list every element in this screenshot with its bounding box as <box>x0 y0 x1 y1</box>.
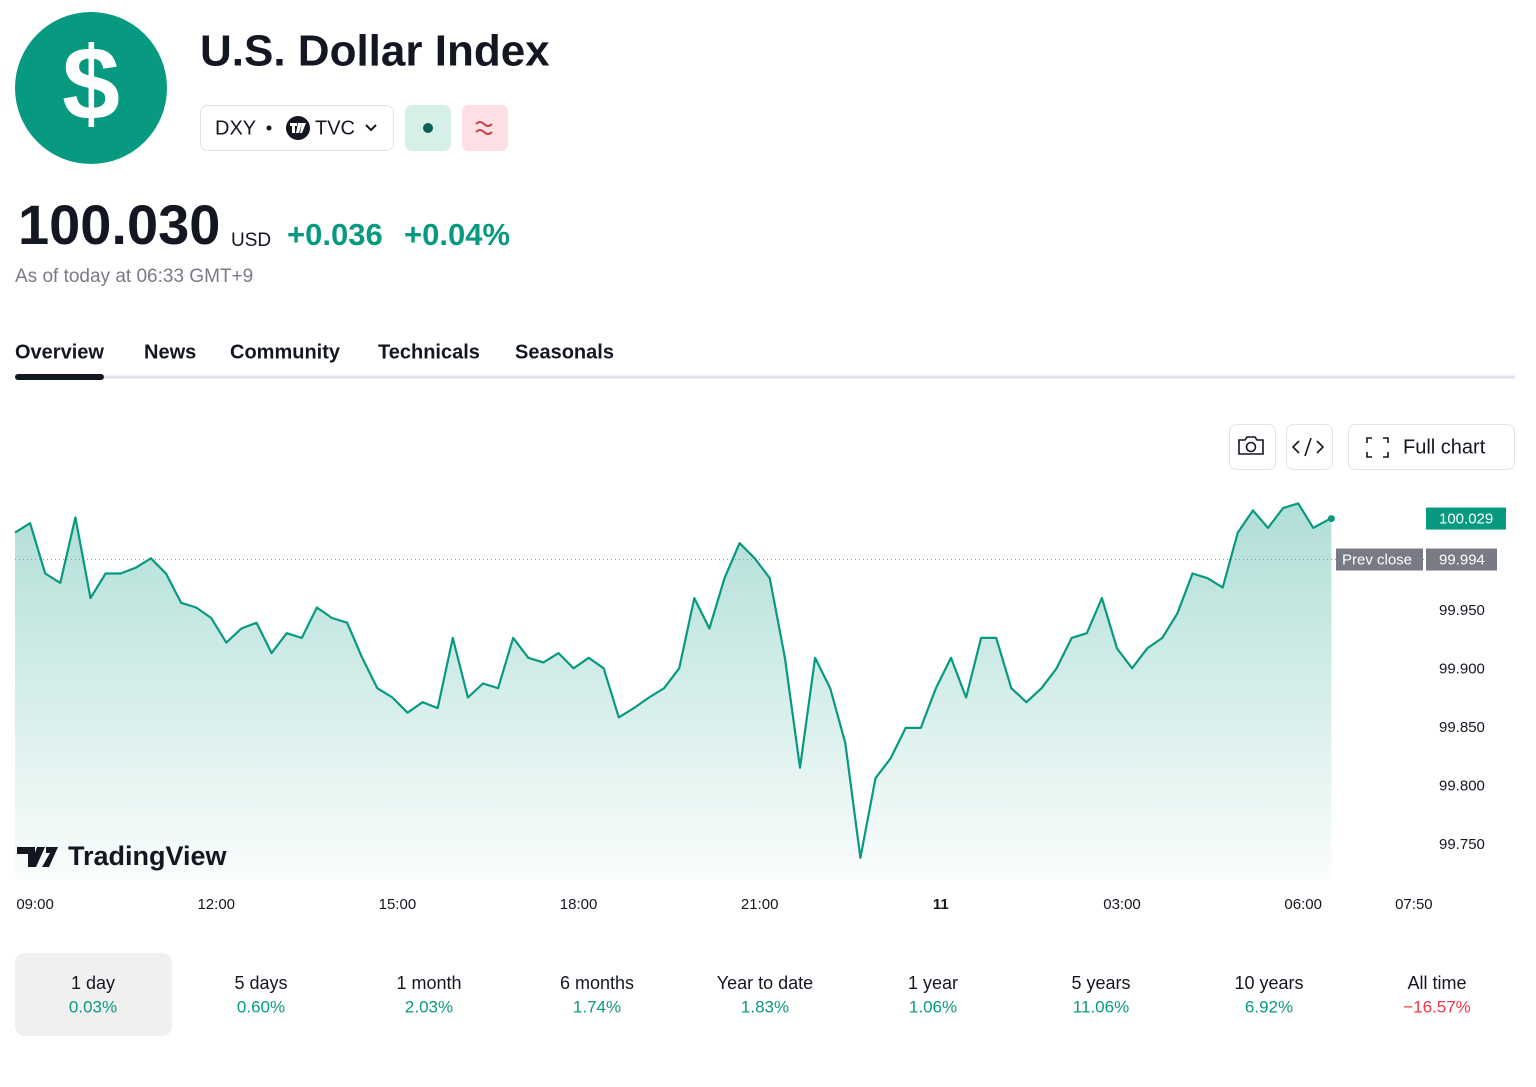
watermark-logo <box>17 847 58 867</box>
chevron <box>365 124 377 132</box>
period-button[interactable] <box>1359 953 1516 1036</box>
currency: USD <box>231 230 271 251</box>
embed-button[interactable] <box>1286 424 1333 470</box>
delayed-icon <box>475 121 493 135</box>
change: +0.036 <box>287 217 383 252</box>
logo-symbol: $ <box>62 26 120 142</box>
period-label: 6 months <box>560 973 634 993</box>
full-chart-button[interactable] <box>1348 424 1515 470</box>
tab[interactable]: Community <box>230 341 341 363</box>
period-change: 2.03% <box>405 997 453 1016</box>
prev-close-value-tag <box>1426 548 1497 571</box>
period-change: 1.74% <box>573 997 621 1016</box>
y-tick-label: 99.850 <box>1439 719 1485 736</box>
x-tick-label: 18:00 <box>560 896 598 913</box>
y-tick-label: 99.800 <box>1439 777 1485 794</box>
period-button[interactable] <box>687 953 844 1036</box>
prev-close-value: 99.994 <box>1439 551 1485 568</box>
selected-period[interactable] <box>15 953 172 1036</box>
y-tick-label: 99.750 <box>1439 836 1485 853</box>
x-tick-label: 09:00 <box>16 896 54 913</box>
full-chart-label: Full chart <box>1403 436 1486 458</box>
period-change: 11.06% <box>1073 997 1129 1016</box>
period-label: All time <box>1407 973 1466 993</box>
periods: 1 day 0.03% 5 days 0.60% 1 month 2.03% 6 month… <box>15 953 1516 1036</box>
period-label: 1 day <box>71 973 115 993</box>
fullscreen-icon <box>1366 437 1389 458</box>
active-tab-indicator <box>15 374 104 380</box>
period-button[interactable] <box>183 953 340 1036</box>
last-price-label: 100.029 <box>1439 511 1493 528</box>
tabs: Overview News Community Technicals Seasonals <box>15 341 614 380</box>
x-tick-label: 11 <box>933 896 949 913</box>
separator-dot <box>266 125 272 131</box>
period-change: −16.57% <box>1403 997 1471 1016</box>
period-button[interactable] <box>519 953 676 1036</box>
camera-icon <box>1238 436 1264 455</box>
period-change: 1.06% <box>909 997 957 1016</box>
snapshot-button[interactable] <box>1229 424 1276 470</box>
period-change: 1.83% <box>741 997 789 1016</box>
symbol: DXY <box>215 117 256 139</box>
period-label: 5 years <box>1071 973 1130 993</box>
period-label: Year to date <box>717 973 813 993</box>
x-tick-label: 15:00 <box>379 896 417 913</box>
period-label: 1 month <box>396 973 461 993</box>
period-label: 1 year <box>908 973 958 993</box>
plot: 99.750 99.800 99.850 99.900 99.950 09:00 12:00… <box>14 502 1506 913</box>
y-tick-label: 99.950 <box>1439 602 1485 619</box>
code-icon <box>1291 437 1325 457</box>
camera-lens <box>1245 441 1257 453</box>
period-label: 5 days <box>234 973 287 993</box>
period-change: 0.60% <box>237 997 285 1016</box>
last-point <box>1327 515 1335 523</box>
x-tick-label: 07:50 <box>1395 896 1433 913</box>
tab[interactable]: Technicals <box>378 341 480 363</box>
x-tick-label: 21:00 <box>741 896 779 913</box>
period-change: 6.92% <box>1245 997 1293 1016</box>
as-of: As of today at 06:33 GMT+9 <box>15 266 253 287</box>
delayed-data[interactable] <box>462 105 508 151</box>
period-label: 10 years <box>1234 973 1303 993</box>
period-button[interactable] <box>351 953 508 1036</box>
watermark: TradingView <box>68 841 228 871</box>
period-button[interactable] <box>855 953 1012 1036</box>
change-percent: +0.04% <box>404 217 510 252</box>
prev-close-label: Prev close <box>1342 551 1412 568</box>
price-line <box>14 502 1332 859</box>
x-tick-label: 12:00 <box>197 896 235 913</box>
exchange: TVC <box>315 117 355 139</box>
last-price-tag <box>1426 507 1506 530</box>
x-tick-label: 06:00 <box>1284 896 1322 913</box>
price: 100.030 <box>18 193 220 256</box>
period-change: 0.03% <box>69 997 117 1016</box>
tab[interactable]: Seasonals <box>515 341 614 363</box>
period-button[interactable] <box>1191 953 1348 1036</box>
market-status-dot <box>423 123 433 133</box>
y-tick-label: 99.900 <box>1439 660 1485 677</box>
area-fill <box>15 503 1332 880</box>
tab[interactable]: News <box>144 341 196 363</box>
title: U.S. Dollar Index <box>200 27 550 76</box>
logo <box>15 12 167 164</box>
exchange-icon-glyph <box>290 123 306 133</box>
period-button[interactable] <box>1023 953 1180 1036</box>
x-tick-label: 03:00 <box>1103 896 1141 913</box>
prev-close-tag <box>1336 548 1423 571</box>
tab[interactable]: Overview <box>15 341 104 363</box>
